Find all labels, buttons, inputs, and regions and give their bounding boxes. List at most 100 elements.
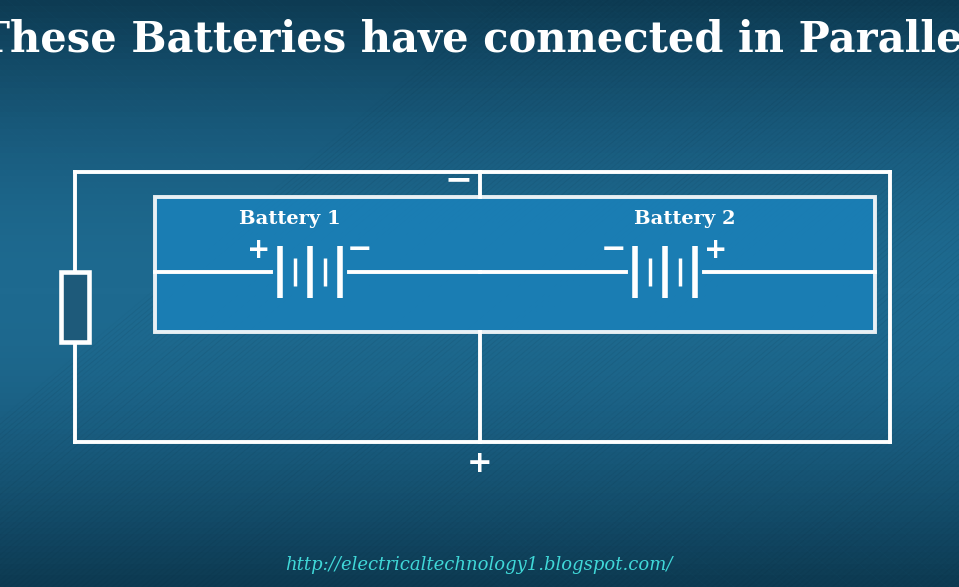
Bar <box>0 470 959 475</box>
Bar <box>0 405 959 411</box>
Bar <box>0 94 959 100</box>
Bar <box>0 141 959 147</box>
Bar <box>0 493 959 499</box>
Bar <box>0 399 959 405</box>
Bar <box>0 188 959 194</box>
Bar <box>0 18 959 23</box>
Bar <box>0 35 959 41</box>
Text: −: − <box>346 235 372 265</box>
Bar <box>0 558 959 564</box>
Bar <box>0 440 959 446</box>
Bar <box>0 211 959 217</box>
Bar <box>0 229 959 235</box>
Bar <box>0 129 959 135</box>
Bar <box>0 317 959 323</box>
Bar <box>0 305 959 311</box>
Bar <box>0 135 959 141</box>
Bar <box>0 294 959 299</box>
Text: +: + <box>704 236 728 264</box>
Bar <box>0 205 959 211</box>
Bar <box>0 123 959 129</box>
Bar <box>0 276 959 282</box>
Text: Battery 2: Battery 2 <box>634 210 736 228</box>
Bar <box>0 423 959 429</box>
Bar <box>0 340 959 346</box>
Bar <box>0 70 959 76</box>
Bar <box>0 552 959 558</box>
Bar <box>0 335 959 340</box>
Bar <box>0 47 959 53</box>
Bar <box>0 511 959 517</box>
Bar <box>0 481 959 487</box>
Bar <box>0 82 959 88</box>
Bar <box>0 382 959 387</box>
Bar <box>0 370 959 376</box>
Bar <box>0 258 959 264</box>
Bar <box>0 170 959 176</box>
Bar <box>0 41 959 47</box>
Bar <box>0 323 959 329</box>
Bar <box>0 247 959 252</box>
Bar <box>0 252 959 258</box>
Bar <box>0 540 959 546</box>
Bar <box>0 100 959 106</box>
Bar <box>0 282 959 288</box>
Bar <box>0 158 959 164</box>
Bar <box>0 475 959 481</box>
Bar <box>0 12 959 18</box>
Bar <box>0 387 959 393</box>
Bar <box>0 358 959 364</box>
Bar <box>0 376 959 382</box>
Bar <box>0 487 959 493</box>
Bar <box>0 575 959 581</box>
Text: −: − <box>444 163 472 196</box>
Bar <box>0 194 959 200</box>
Bar <box>0 164 959 170</box>
Bar <box>0 505 959 511</box>
Bar <box>0 534 959 540</box>
Text: +: + <box>467 450 493 478</box>
Bar <box>0 117 959 123</box>
Text: These Batteries have connected in Parallel: These Batteries have connected in Parall… <box>0 18 959 60</box>
Bar <box>0 499 959 505</box>
Bar <box>0 29 959 35</box>
Bar <box>0 176 959 182</box>
Bar <box>0 270 959 276</box>
Bar <box>0 288 959 294</box>
Bar <box>0 311 959 317</box>
Bar <box>0 364 959 370</box>
Bar <box>0 564 959 569</box>
Bar <box>0 569 959 575</box>
Bar <box>0 106 959 112</box>
Bar <box>0 352 959 358</box>
Text: Battery 1: Battery 1 <box>239 210 340 228</box>
Bar <box>0 452 959 458</box>
Bar <box>0 299 959 305</box>
Bar <box>0 6 959 12</box>
Bar <box>0 65 959 70</box>
Bar <box>0 446 959 452</box>
Bar <box>0 223 959 229</box>
Bar <box>0 76 959 82</box>
Bar <box>0 88 959 94</box>
Bar <box>0 235 959 241</box>
Bar <box>0 393 959 399</box>
Text: http://electricaltechnology1.blogspot.com/: http://electricaltechnology1.blogspot.co… <box>285 556 673 574</box>
Bar <box>0 23 959 29</box>
Bar <box>0 546 959 552</box>
Bar <box>0 241 959 247</box>
Bar <box>0 0 959 6</box>
Bar <box>0 59 959 65</box>
Bar <box>0 329 959 335</box>
Bar <box>0 346 959 352</box>
Bar <box>0 464 959 470</box>
Bar <box>0 417 959 423</box>
Bar <box>0 217 959 223</box>
Bar <box>0 53 959 59</box>
Text: −: − <box>601 235 627 265</box>
Text: +: + <box>247 236 270 264</box>
Bar <box>0 112 959 117</box>
Bar <box>0 147 959 153</box>
Bar <box>0 458 959 464</box>
Bar <box>61 272 89 342</box>
